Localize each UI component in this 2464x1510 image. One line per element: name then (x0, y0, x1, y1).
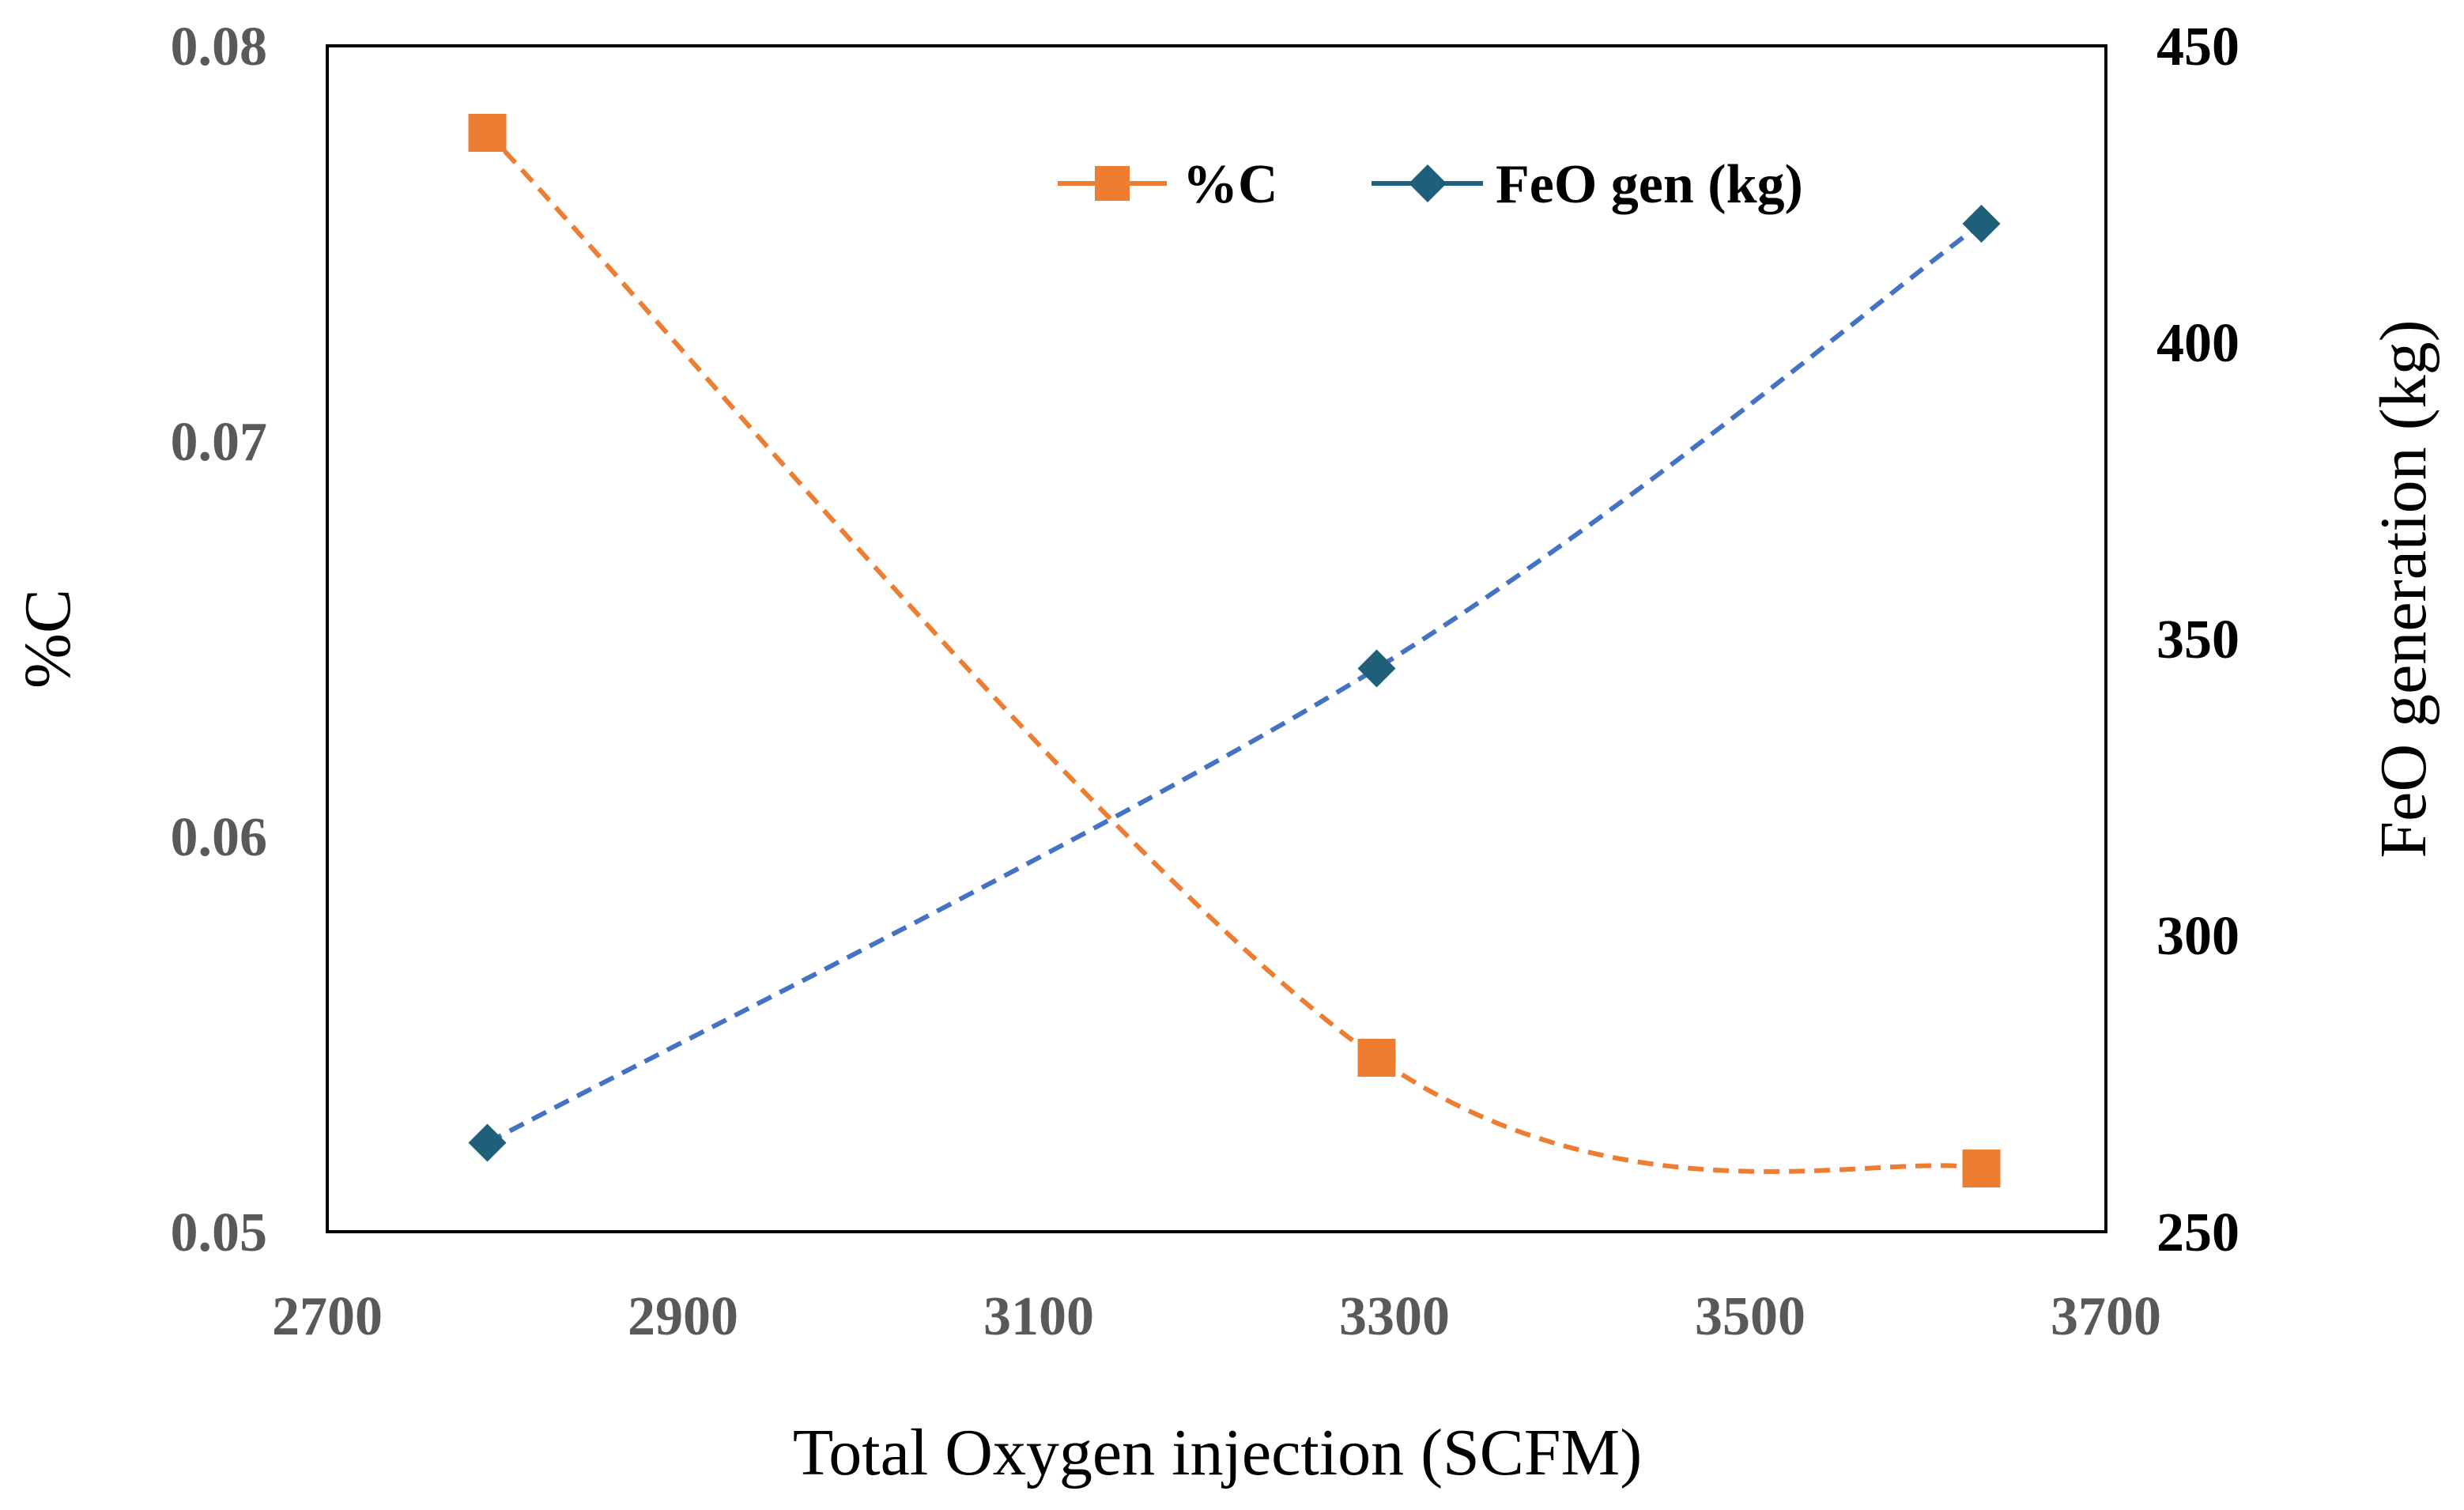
left-axis-ticks: 0.05 0.06 0.07 0.08 (171, 17, 268, 1263)
left-tick-label: 0.08 (171, 17, 268, 77)
x-tick-label: 2900 (628, 1286, 738, 1347)
legend-marker-feo (1409, 164, 1447, 202)
left-tick-label: 0.05 (171, 1202, 268, 1263)
series-lines (485, 130, 1983, 1174)
x-tick-label: 3300 (1339, 1286, 1450, 1347)
feo-point (1962, 205, 2001, 243)
right-tick-label: 450 (2156, 17, 2239, 77)
x-axis-ticks: 2700 2900 3100 3300 3500 3700 (272, 1286, 2161, 1347)
right-axis-ticks: 250 300 350 400 450 (2156, 17, 2239, 1263)
x-axis-title: Total Oxygen injection (SCFM) (793, 1416, 1642, 1489)
feo-point (1357, 649, 1396, 688)
carbon-point (1357, 1039, 1396, 1077)
right-tick-label: 400 (2156, 313, 2239, 374)
right-axis-title: FeO generation (kg) (2367, 319, 2440, 858)
left-axis-title: %C (11, 589, 85, 689)
right-tick-label: 300 (2156, 906, 2239, 967)
legend-marker-carbon (1095, 166, 1130, 201)
x-tick-label: 3700 (2051, 1286, 2161, 1347)
plot-area (326, 44, 2107, 1233)
series-markers (468, 114, 2001, 1187)
left-tick-label: 0.06 (171, 807, 268, 868)
feo-point (468, 1123, 507, 1162)
legend-label-feo: FeO gen (kg) (1496, 154, 1803, 215)
carbon-point (468, 114, 507, 152)
x-tick-label: 3100 (983, 1286, 1094, 1347)
right-tick-label: 350 (2156, 610, 2239, 670)
legend-label-carbon: %C (1183, 154, 1278, 215)
right-tick-label: 250 (2156, 1202, 2239, 1263)
x-tick-label: 2700 (272, 1286, 383, 1347)
series-line-1 (486, 221, 1983, 1146)
x-tick-label: 3500 (1695, 1286, 1806, 1347)
left-tick-label: 0.07 (171, 412, 268, 473)
legend: %C FeO gen (kg) (1058, 154, 1803, 215)
series-line-0 (485, 130, 1983, 1174)
carbon-point (1962, 1149, 2001, 1187)
